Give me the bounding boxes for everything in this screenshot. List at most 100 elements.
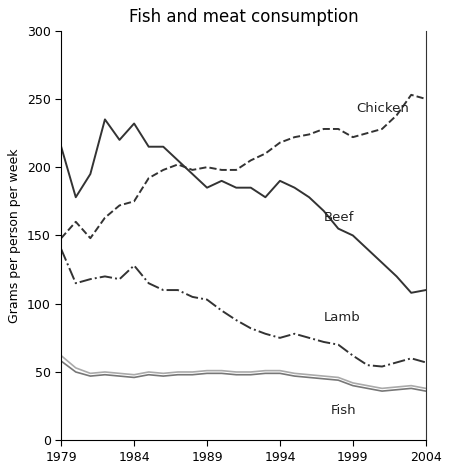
Fish	[117, 373, 122, 379]
Fish	[321, 376, 326, 382]
Lamb	[263, 331, 268, 337]
Fish	[73, 369, 78, 375]
Chicken	[277, 140, 283, 145]
Fish	[394, 387, 399, 393]
Fish	[58, 358, 64, 364]
Chicken	[394, 112, 399, 118]
Chicken	[321, 126, 326, 132]
Lamb	[161, 287, 166, 293]
Lamb	[73, 280, 78, 286]
Lamb	[58, 246, 64, 252]
Fish	[365, 386, 370, 391]
Fish	[175, 372, 180, 378]
Chicken	[234, 167, 239, 173]
Beef	[263, 194, 268, 200]
Lamb	[277, 335, 283, 341]
Fish	[102, 372, 108, 378]
Beef	[379, 260, 385, 266]
Text: Chicken: Chicken	[356, 102, 409, 115]
Title: Fish and meat consumption: Fish and meat consumption	[129, 8, 358, 26]
Beef	[423, 287, 428, 293]
Lamb	[379, 364, 385, 370]
Lamb	[131, 262, 137, 268]
Lamb	[394, 360, 399, 365]
Chicken	[263, 151, 268, 156]
Chicken	[58, 236, 64, 241]
Lamb	[102, 274, 108, 279]
Chicken	[336, 126, 341, 132]
Beef	[190, 171, 195, 177]
Lamb	[234, 317, 239, 323]
Fish	[190, 372, 195, 378]
Fish	[409, 386, 414, 391]
Beef	[219, 178, 224, 184]
Beef	[321, 208, 326, 214]
Fish	[263, 371, 268, 376]
Lamb	[321, 339, 326, 345]
Fish	[219, 371, 224, 376]
Line: Beef: Beef	[61, 119, 426, 293]
Beef	[292, 185, 297, 191]
Fish	[336, 377, 341, 383]
Fish	[248, 372, 253, 378]
Chicken	[88, 236, 93, 241]
Line: Lamb: Lamb	[61, 249, 426, 367]
Fish	[350, 383, 356, 388]
Beef	[336, 226, 341, 231]
Chicken	[146, 175, 151, 181]
Fish	[379, 388, 385, 394]
Text: Fish: Fish	[331, 404, 356, 417]
Chicken	[350, 135, 356, 140]
Beef	[234, 185, 239, 191]
Beef	[146, 144, 151, 150]
Fish	[161, 373, 166, 379]
Chicken	[379, 126, 385, 132]
Chicken	[161, 167, 166, 173]
Lamb	[190, 294, 195, 300]
Lamb	[409, 355, 414, 361]
Beef	[131, 121, 137, 126]
Fish	[88, 373, 93, 379]
Lamb	[350, 353, 356, 358]
Beef	[88, 171, 93, 177]
Chicken	[306, 132, 312, 137]
Lamb	[423, 360, 428, 365]
Y-axis label: Grams per person per week: Grams per person per week	[9, 148, 21, 323]
Beef	[248, 185, 253, 191]
Lamb	[117, 276, 122, 282]
Beef	[204, 185, 210, 191]
Lamb	[204, 297, 210, 303]
Beef	[306, 194, 312, 200]
Fish	[146, 372, 151, 378]
Beef	[175, 158, 180, 163]
Beef	[58, 144, 64, 150]
Lamb	[88, 276, 93, 282]
Chicken	[423, 96, 428, 102]
Line: Chicken: Chicken	[61, 95, 426, 238]
Fish	[204, 371, 210, 376]
Lamb	[175, 287, 180, 293]
Lamb	[292, 331, 297, 337]
Fish	[234, 372, 239, 378]
Chicken	[175, 161, 180, 167]
Chicken	[73, 219, 78, 225]
Lamb	[365, 362, 370, 368]
Fish	[306, 375, 312, 380]
Line: Fish: Fish	[61, 361, 426, 391]
Lamb	[219, 308, 224, 313]
Chicken	[248, 158, 253, 163]
Chicken	[204, 164, 210, 170]
Beef	[409, 290, 414, 295]
Chicken	[190, 167, 195, 173]
Beef	[102, 117, 108, 122]
Beef	[161, 144, 166, 150]
Lamb	[306, 335, 312, 341]
Chicken	[219, 167, 224, 173]
Text: Lamb: Lamb	[324, 311, 360, 324]
Beef	[350, 233, 356, 238]
Lamb	[146, 280, 151, 286]
Fish	[277, 371, 283, 376]
Lamb	[248, 326, 253, 331]
Beef	[394, 274, 399, 279]
Chicken	[117, 202, 122, 208]
